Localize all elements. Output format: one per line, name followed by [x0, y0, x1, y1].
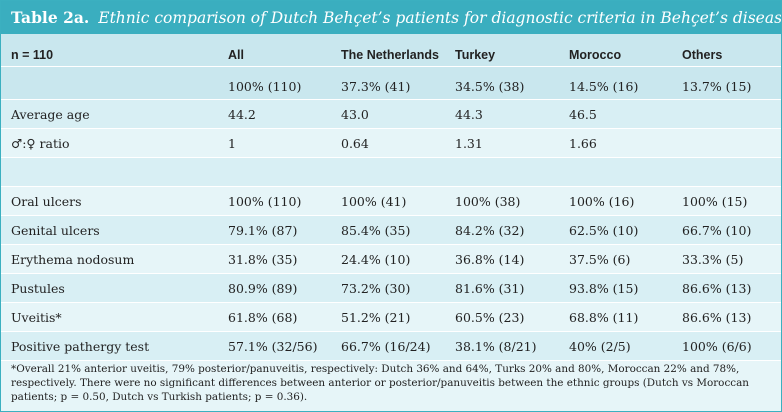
cell: 60.5% (23): [455, 310, 525, 325]
cell: 36.8% (14): [455, 252, 525, 267]
cell: 51.2% (21): [341, 310, 411, 325]
row-divider: [1, 244, 781, 245]
cell: 79.1% (87): [228, 223, 298, 238]
pct-netherlands: 37.3% (41): [341, 79, 411, 94]
cell: 68.8% (11): [569, 310, 639, 325]
table-title: Ethnic comparison of Dutch Behçet’s pati…: [98, 9, 781, 27]
table-row: [1, 129, 781, 157]
cell: 38.1% (8/21): [455, 339, 537, 354]
table-caption: Table 2a. Ethnic comparison of Dutch Beh…: [1, 1, 781, 34]
row-label: Oral ulcers: [11, 194, 82, 209]
cell: 1.31: [455, 136, 483, 151]
row-divider: [1, 273, 781, 274]
cell: 86.6% (13): [682, 281, 752, 296]
cell: 61.8% (68): [228, 310, 298, 325]
pct-morocco: 14.5% (16): [569, 79, 639, 94]
cell: 86.6% (13): [682, 310, 752, 325]
spacer-row: [1, 158, 781, 186]
table-row: [1, 187, 781, 215]
cell: 46.5: [569, 107, 597, 122]
cell: 24.4% (10): [341, 252, 411, 267]
cell: 37.5% (6): [569, 252, 631, 267]
col-header-netherlands: The Netherlands: [341, 48, 439, 62]
row-divider: [1, 360, 781, 361]
cell: 43.0: [341, 107, 369, 122]
cell: 66.7% (16/24): [341, 339, 431, 354]
cell: 40% (2/5): [569, 339, 631, 354]
cell: 62.5% (10): [569, 223, 639, 238]
row-label: Genital ulcers: [11, 223, 100, 238]
table-footnote: *Overall 21% anterior uveitis, 79% poste…: [11, 363, 749, 403]
col-header-others: Others: [682, 48, 723, 62]
col-header-morocco: Morocco: [569, 48, 622, 62]
row-label-sex-ratio: ♂:♀ ratio: [11, 136, 70, 151]
cell: 31.8% (35): [228, 252, 298, 267]
row-divider: [1, 215, 781, 216]
cell: 0.64: [341, 136, 369, 151]
n-label: n = 110: [11, 48, 54, 62]
table-row: [1, 100, 781, 128]
cell: 1: [228, 136, 236, 151]
header-divider: [1, 66, 781, 67]
cell: 1.66: [569, 136, 597, 151]
row-label: Positive pathergy test: [11, 339, 150, 354]
col-header-all: All: [228, 48, 244, 62]
col-header-turkey: Turkey: [455, 48, 496, 62]
row-label: Uveitis*: [11, 310, 62, 325]
cell: 100% (6/6): [682, 339, 752, 354]
row-divider: [1, 157, 781, 158]
row-divider: [1, 302, 781, 303]
row-label: Pustules: [11, 281, 65, 296]
cell: 33.3% (5): [682, 252, 744, 267]
cell: 100% (15): [682, 194, 748, 209]
pct-turkey: 34.5% (38): [455, 79, 525, 94]
cell: 81.6% (31): [455, 281, 525, 296]
pct-others: 13.7% (15): [682, 79, 752, 94]
pct-all: 100% (110): [228, 79, 302, 94]
cell: 44.3: [455, 107, 483, 122]
cell: 57.1% (32/56): [228, 339, 318, 354]
cell: 73.2% (30): [341, 281, 411, 296]
row-divider: [1, 128, 781, 129]
cell: 44.2: [228, 107, 256, 122]
row-divider: [1, 331, 781, 332]
cell: 80.9% (89): [228, 281, 298, 296]
table-row: [1, 216, 781, 244]
cell: 93.8% (15): [569, 281, 639, 296]
cell: 100% (16): [569, 194, 635, 209]
cell: 85.4% (35): [341, 223, 411, 238]
cell: 100% (110): [228, 194, 302, 209]
cell: 84.2% (32): [455, 223, 525, 238]
table-row: [1, 303, 781, 331]
row-divider: [1, 186, 781, 187]
row-label-average-age: Average age: [11, 107, 90, 122]
row-label: Erythema nodosum: [11, 252, 135, 267]
cell: 100% (38): [455, 194, 521, 209]
header-bottom-divider: [1, 99, 781, 100]
table-row: [1, 332, 781, 360]
table-label: Table 2a.: [11, 8, 90, 27]
table-row: [1, 274, 781, 302]
cell: 100% (41): [341, 194, 407, 209]
cell: 66.7% (10): [682, 223, 752, 238]
table-row: [1, 245, 781, 273]
